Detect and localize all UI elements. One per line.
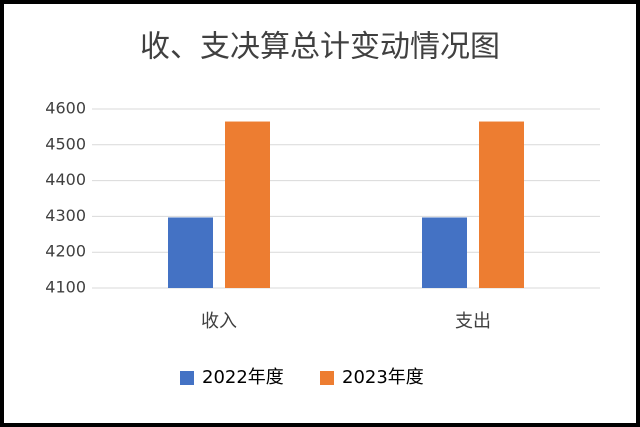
bar [479, 121, 524, 288]
y-tick-label: 4400 [45, 170, 86, 189]
bar [225, 121, 270, 288]
x-tick-label: 收入 [201, 311, 237, 332]
legend-label: 2023年度 [342, 367, 424, 388]
y-tick-label: 4300 [45, 206, 86, 225]
y-tick-label: 4600 [45, 99, 86, 118]
chart-title: 收、支决算总计变动情况图 [140, 30, 500, 65]
y-tick-label: 4100 [45, 278, 86, 297]
legend-swatch [320, 371, 334, 385]
bar [422, 217, 467, 288]
legend-label: 2022年度 [202, 367, 284, 388]
x-tick-label: 支出 [455, 311, 491, 332]
y-tick-label: 4500 [45, 134, 86, 153]
y-tick-label: 4200 [45, 242, 86, 261]
legend-swatch [180, 371, 194, 385]
bar [168, 217, 213, 288]
